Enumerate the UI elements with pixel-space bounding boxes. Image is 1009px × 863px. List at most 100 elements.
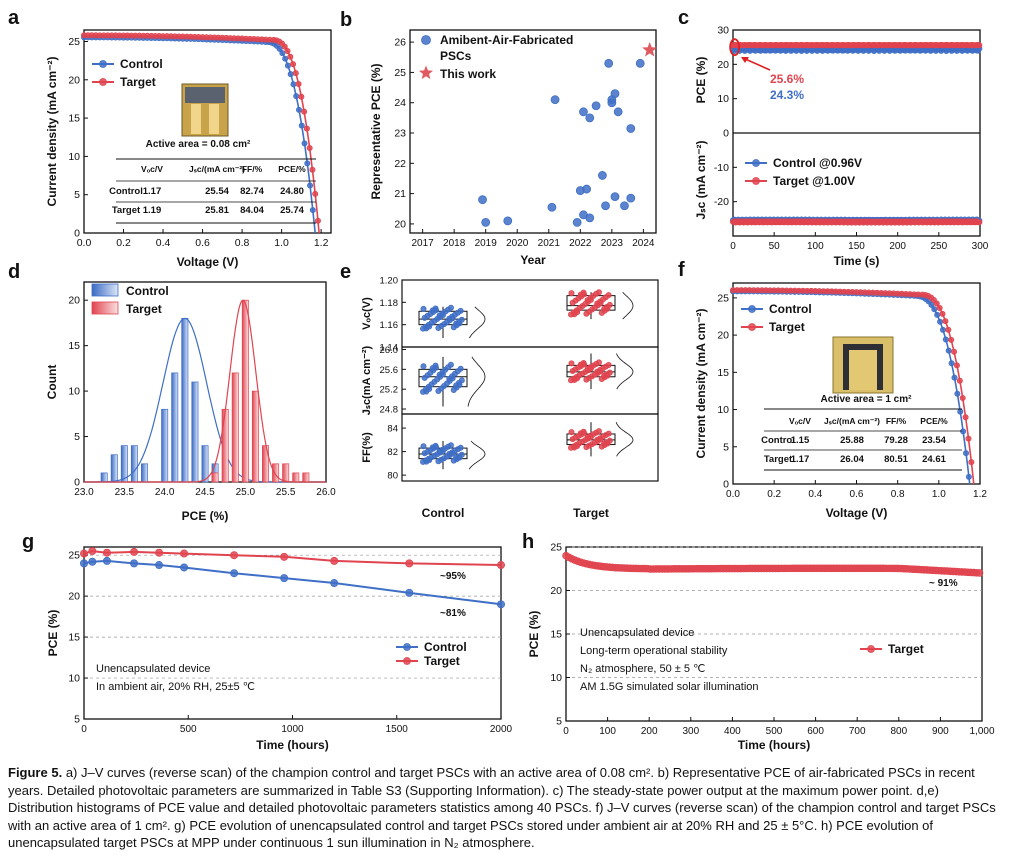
y-axis-label: Representative PCE (%) [369,63,383,199]
y-tick-label: 82 [387,447,398,458]
data-point [581,362,586,367]
data-point [315,218,320,223]
table-cell: Target [112,205,141,216]
legend-marker [404,644,411,651]
histogram-bar-control [141,464,147,482]
y-tick-label: 26.0 [380,345,399,356]
y-tick-label: 24.8 [380,405,399,416]
panel-letter: g [22,531,34,553]
legend-swatch [92,302,118,314]
data-point [497,601,504,608]
y-tick-label: 10 [550,672,562,684]
figure: a0.0 0.2 0.4 0.6 0.8 1.0 1.20510152025Voltage … [0,0,1009,760]
data-point [611,90,619,98]
histogram-bar-control [121,446,127,482]
legend-marker [100,61,107,68]
data-point [963,415,968,420]
data-point [966,436,971,441]
legend-label: Control [120,57,163,71]
y-tick-label: 24 [394,97,406,109]
histogram-bar-control [101,473,107,482]
data-point [588,297,593,302]
data-point [575,376,580,381]
data-point [421,306,426,311]
data-point [588,366,593,371]
data-point [606,362,611,367]
y-tick-label: 10 [68,151,80,163]
legend-label: Target [424,654,460,668]
legend-label: Control @0.96V [773,156,862,170]
data-point [280,51,285,56]
histogram-bar-target [232,373,238,482]
data-point [954,363,959,368]
data-point [302,141,307,146]
data-point [977,43,982,48]
data-point [281,575,288,582]
caption-label: Figure 5. [8,765,62,780]
data-point [458,445,463,450]
note-text: AM 1.5G simulated solar illumination [580,681,759,693]
y-tick-label: 20 [68,591,80,603]
data-point [569,430,574,435]
panel-letter: b [340,9,352,31]
data-point [935,312,940,317]
data-point [440,372,445,377]
y-tick-label: 5 [74,431,80,443]
table-cell: 80.51 [884,454,908,465]
y-tick-label: 1.18 [380,298,399,309]
y-tick-label: 25 [68,36,80,48]
data-point [504,217,512,225]
x-tick-label: 0.8 [891,489,905,500]
annotation-retention: ~81% [440,608,466,619]
table-cell: Control [109,186,143,197]
data-point [569,361,574,366]
x-tick-label: 500 [180,724,197,735]
data-point [130,548,137,555]
data-point [605,441,610,446]
y-tick-label: 5 [556,716,562,728]
legend-swatch [92,284,118,296]
data-point [458,366,463,371]
x-tick-label: 25.0 [236,487,256,498]
table-cell: 24.80 [280,186,304,197]
data-point [952,375,957,380]
histogram-bar-target [242,300,248,482]
data-point [457,455,462,460]
data-point [440,313,445,318]
y-axis-label: PCE (%) [46,610,60,657]
y-tick-label: 15 [68,340,80,352]
line-target [84,551,501,565]
data-point [310,207,315,212]
note-text: Long-term operational stability [580,645,728,657]
data-point [450,316,455,321]
data-point [299,94,304,99]
data-point [596,429,601,434]
data-point [421,364,426,369]
annotation-retention: ~ 91% [929,578,958,589]
data-point [963,450,968,455]
legend-label: Control [424,640,467,654]
device-film [185,87,225,103]
x-tick-label: 2018 [443,238,466,249]
histogram-bar-control [162,409,168,482]
data-point [961,429,966,434]
data-point [943,337,948,342]
table-header: Jₛᴄ/(mA cm⁻²) [824,416,880,426]
data-point [949,361,954,366]
data-point [285,63,290,68]
data-point [966,474,971,479]
y-axis-label: Count [45,365,59,400]
data-point [951,349,956,354]
histogram-bar-control [172,373,178,482]
data-point [304,126,309,131]
data-point [586,114,594,122]
data-point [569,290,574,295]
y-tick-label: 5 [74,714,80,726]
y-axis-label-bottom: Jₛᴄ (mA cm⁻²) [694,140,708,219]
y-tick-label: 10 [68,386,80,398]
legend-marker [404,658,411,665]
x-tick-label: 26.0 [316,487,336,498]
y-axis-label: Vₒᴄ(V) [361,297,373,330]
note-text: Unencapsulated device [96,663,210,675]
data-point [592,102,600,110]
